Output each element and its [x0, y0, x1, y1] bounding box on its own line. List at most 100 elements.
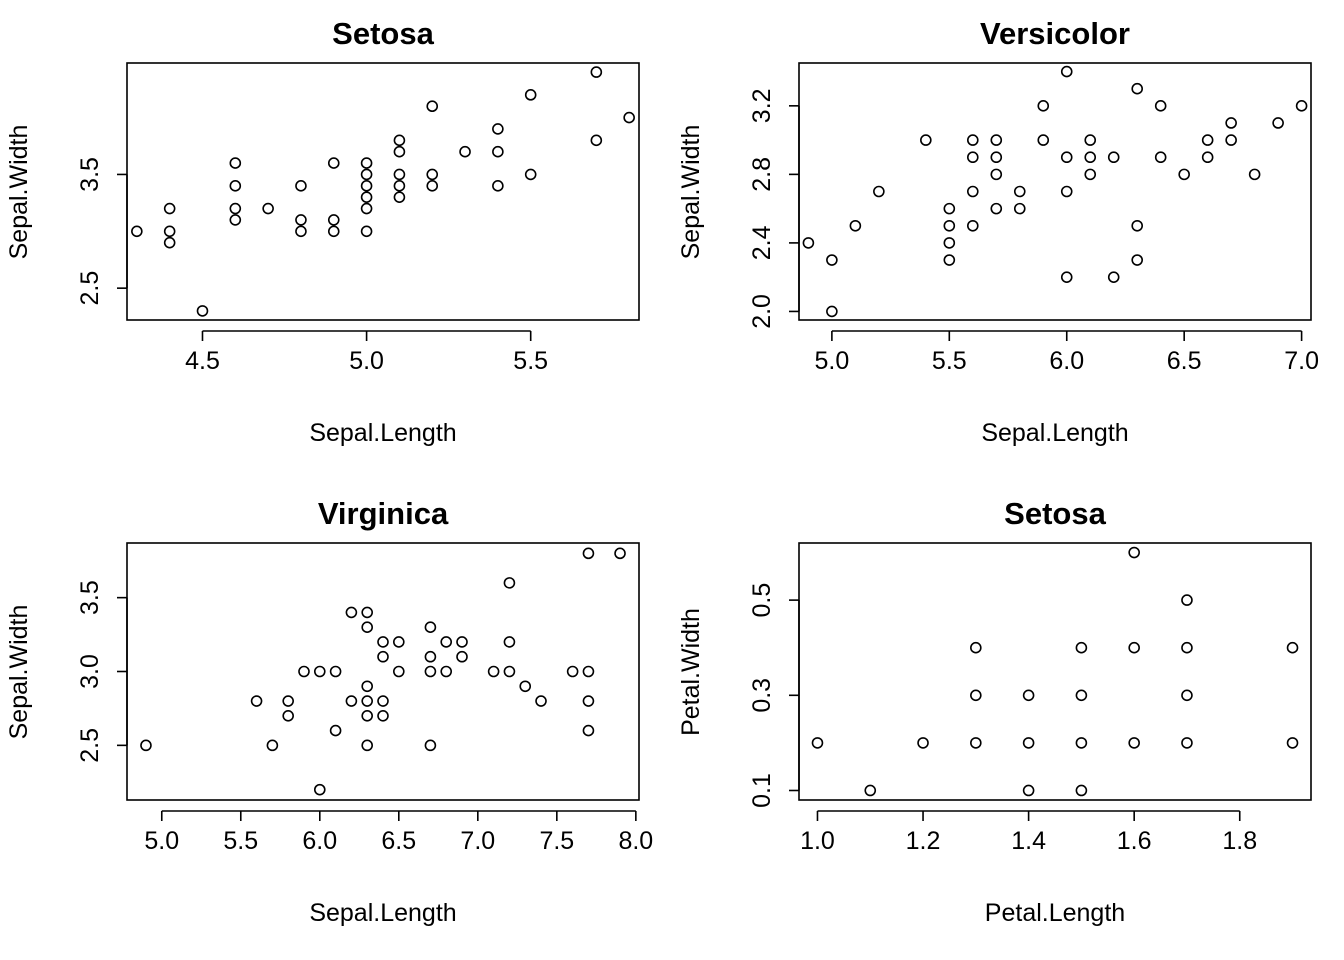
data-point	[360, 168, 373, 181]
data-point	[1286, 641, 1299, 654]
y-tick-label: 2.0	[748, 294, 776, 329]
data-point	[295, 225, 307, 238]
data-point	[582, 547, 595, 560]
data-point	[440, 665, 453, 678]
data-point	[327, 157, 340, 169]
data-point	[503, 577, 516, 589]
data-point	[917, 737, 929, 749]
panel-virginica-sepal: Virginica Sepal.Length Sepal.Width 5.0 5.…	[5, 496, 653, 927]
y-tick-label: 0.1	[748, 773, 776, 808]
data-point	[196, 305, 209, 317]
data-point	[229, 214, 242, 226]
x-axis: 5.0 5.5 6.0 6.5 7.0 7.5 8.0	[144, 810, 653, 855]
data-point	[424, 650, 437, 663]
x-tick-label: 1.8	[1222, 827, 1257, 855]
x-tick-label: 1.0	[800, 827, 835, 855]
data-point	[1154, 100, 1167, 112]
data-point	[966, 134, 979, 146]
data-point	[1107, 151, 1120, 164]
y-tick-label: 0.3	[748, 678, 776, 713]
data-point	[1022, 737, 1035, 749]
data-point	[519, 680, 532, 693]
x-tick-label: 4.5	[185, 347, 220, 375]
data-point	[990, 134, 1003, 146]
y-tick-label: 3.2	[748, 88, 776, 123]
x-axis: 4.5 5.0 5.5	[185, 330, 548, 375]
data-point	[1272, 117, 1284, 129]
data-point	[1181, 641, 1193, 654]
x-axis: 5.0 5.5 6.0 6.5 7.0	[814, 330, 1319, 375]
data-point	[503, 665, 516, 678]
data-point	[1248, 168, 1261, 181]
x-tick-label: 7.0	[460, 827, 495, 855]
data-point	[163, 236, 176, 249]
data-point	[566, 665, 579, 678]
data-point	[1084, 134, 1097, 146]
data-point	[360, 202, 373, 215]
data-point	[424, 621, 437, 633]
data-point	[1128, 737, 1140, 749]
x-axis-label: Petal.Length	[985, 899, 1125, 927]
data-point	[966, 185, 979, 198]
data-point	[1060, 271, 1073, 283]
data-point	[1178, 168, 1190, 181]
data-point	[487, 665, 500, 678]
data-point	[503, 636, 516, 648]
data-point	[377, 695, 389, 707]
data-point	[440, 636, 453, 648]
data-point	[535, 695, 547, 707]
panel-title: Virginica	[318, 496, 449, 531]
data-point	[943, 237, 956, 249]
data-point	[1060, 185, 1073, 198]
data-point	[826, 305, 838, 318]
x-tick-label: 5.0	[349, 347, 384, 375]
data-point	[345, 695, 358, 707]
y-tick-label: 2.5	[76, 271, 104, 306]
x-tick-label: 5.5	[223, 827, 258, 855]
data-point	[1201, 134, 1214, 146]
data-point	[377, 650, 389, 663]
data-point	[393, 168, 406, 181]
data-point	[582, 724, 595, 737]
x-tick-label: 6.0	[302, 827, 337, 855]
data-point	[426, 168, 439, 181]
data-point	[361, 710, 373, 722]
data-point	[393, 134, 406, 147]
data-points	[802, 65, 1308, 318]
data-point	[1181, 594, 1193, 606]
data-point	[990, 151, 1003, 164]
data-point	[492, 145, 504, 158]
data-point	[262, 202, 274, 215]
data-point	[492, 180, 504, 192]
y-axis: 0.1 0.3 0.5	[748, 583, 800, 808]
data-point	[943, 202, 956, 215]
y-axis-label: Sepal.Width	[5, 605, 33, 740]
data-point	[1060, 151, 1073, 164]
data-point	[849, 219, 862, 232]
data-point	[393, 145, 406, 158]
data-point	[614, 547, 626, 560]
data-point	[590, 134, 603, 147]
data-point	[920, 134, 932, 146]
x-tick-label: 7.5	[539, 827, 574, 855]
data-point	[456, 650, 468, 663]
x-tick-label: 5.5	[932, 347, 967, 375]
data-point	[492, 123, 504, 135]
data-point	[943, 219, 956, 232]
data-points	[811, 546, 1299, 797]
data-point	[1107, 271, 1120, 283]
data-point	[1084, 168, 1097, 181]
data-point	[282, 695, 294, 707]
data-point	[1131, 254, 1144, 266]
panel-title: Versicolor	[980, 16, 1130, 51]
data-point	[1128, 546, 1140, 559]
data-point	[360, 191, 373, 203]
data-point	[266, 739, 279, 752]
data-point	[1013, 185, 1026, 198]
panel-setosa-petal: Setosa Petal.Length Petal.Width 1.0 1.2 1.…	[677, 496, 1312, 927]
data-point	[360, 225, 373, 238]
panel-versicolor-sepal: Versicolor Sepal.Length Sepal.Width 5.0 5…	[677, 16, 1319, 447]
data-point	[582, 665, 595, 678]
data-point	[1131, 219, 1144, 232]
data-point	[327, 214, 340, 226]
